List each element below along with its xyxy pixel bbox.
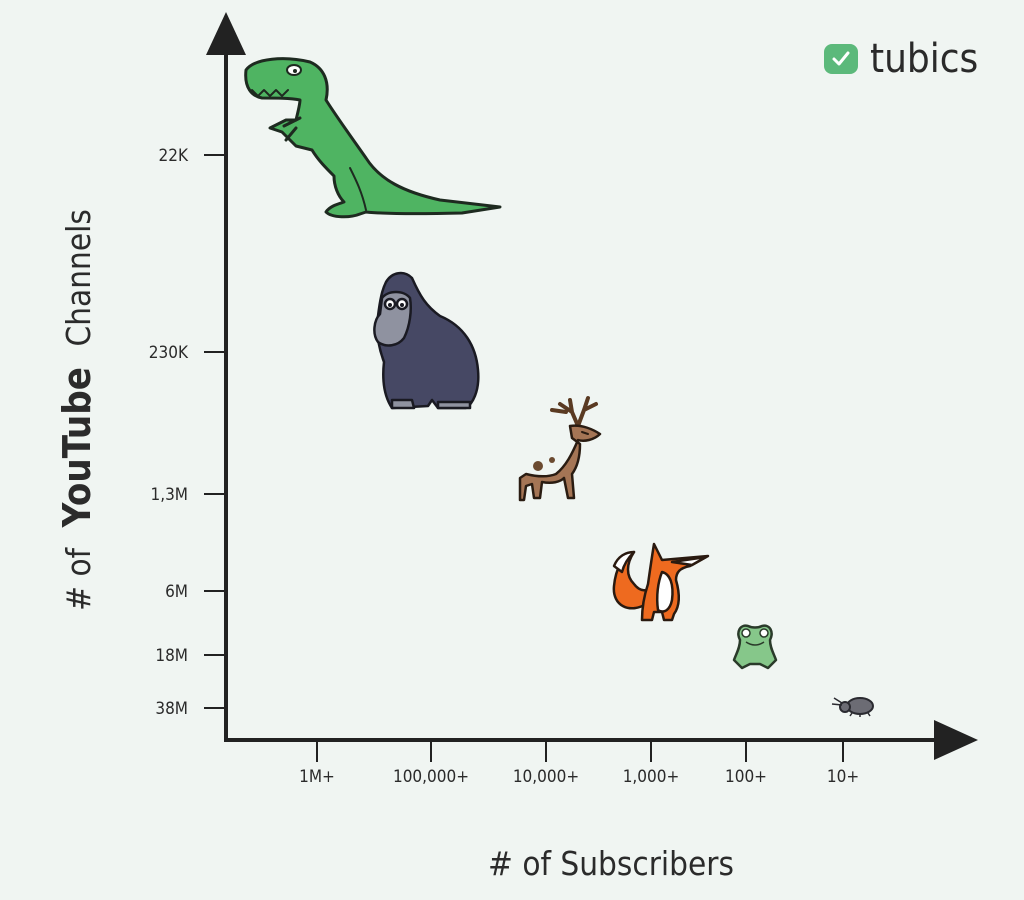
- deer-antlers: [550, 396, 598, 428]
- x-tick-label: 1,000+: [623, 767, 680, 787]
- gorilla-feet: [390, 398, 472, 410]
- fox-tail-tip: [612, 550, 636, 574]
- x-tick-label: 10,000+: [513, 767, 579, 787]
- t-rex-pupil: [293, 69, 297, 73]
- y-tick-label: 38M: [155, 699, 188, 719]
- bug-marker: [831, 697, 874, 717]
- fox-marker: [612, 542, 710, 622]
- check-badge-icon: [824, 44, 858, 74]
- deer-body: [518, 424, 602, 502]
- fox-belly: [655, 570, 674, 613]
- frog-eye-right: [759, 628, 769, 638]
- y-axis-title-suffix: Channels: [59, 209, 98, 346]
- brand-name: tubics: [870, 36, 978, 82]
- x-tick-label: 100+: [725, 767, 767, 787]
- y-tick-label: 6M: [165, 582, 188, 602]
- frog-marker: [732, 624, 778, 670]
- y-ticks: 22K 230K 1,3M 6M 18M 38M: [149, 146, 226, 719]
- frog-mouth: [745, 641, 765, 646]
- fox-body: [640, 542, 710, 622]
- t-rex-thigh-line: [349, 167, 367, 211]
- frog-body: [732, 624, 778, 670]
- t-rex-teeth: [251, 89, 289, 97]
- y-axis-title-prefix: # of: [59, 546, 98, 610]
- x-tick-label: 100,000+: [393, 767, 469, 787]
- brand-logo: tubics: [824, 36, 978, 82]
- deer-spot: [549, 457, 555, 463]
- bug-antennae: [831, 697, 843, 706]
- t-rex-body: [244, 57, 502, 219]
- y-tick-label: 230K: [149, 343, 189, 363]
- frog-eye-left: [741, 628, 751, 638]
- check-mark: [832, 51, 850, 66]
- t-rex-marker: [244, 57, 502, 219]
- bug-head: [839, 701, 851, 713]
- x-axis-arrow: [934, 720, 978, 760]
- gorilla-marker: [373, 271, 480, 410]
- gorilla-pupil-right: [400, 303, 404, 307]
- t-rex-arm: [282, 116, 302, 142]
- axes: [206, 12, 978, 760]
- x-axis-title: # of Subscribers: [488, 844, 734, 883]
- x-tick-label: 1M+: [299, 767, 335, 787]
- x-tick-label: 10+: [827, 767, 859, 787]
- y-tick-label: 18M: [155, 646, 188, 666]
- y-tick-label: 22K: [159, 146, 189, 166]
- y-axis-arrow: [206, 12, 246, 55]
- y-axis-title-brand: YouTube: [55, 367, 99, 528]
- x-ticks: 1M+ 100,000+ 10,000+ 1,000+ 100+ 10+: [299, 742, 859, 787]
- data-points: [244, 57, 874, 717]
- bug-legs: [849, 712, 871, 717]
- fox-snout: [670, 555, 708, 567]
- y-axis-title: # of YouTube Channels: [55, 209, 99, 611]
- deer-marker: [518, 396, 602, 502]
- deer-spot: [533, 461, 543, 471]
- gorilla-pupil-left: [388, 303, 392, 307]
- deer-eye: [581, 431, 589, 435]
- y-tick-label: 1,3M: [150, 485, 188, 505]
